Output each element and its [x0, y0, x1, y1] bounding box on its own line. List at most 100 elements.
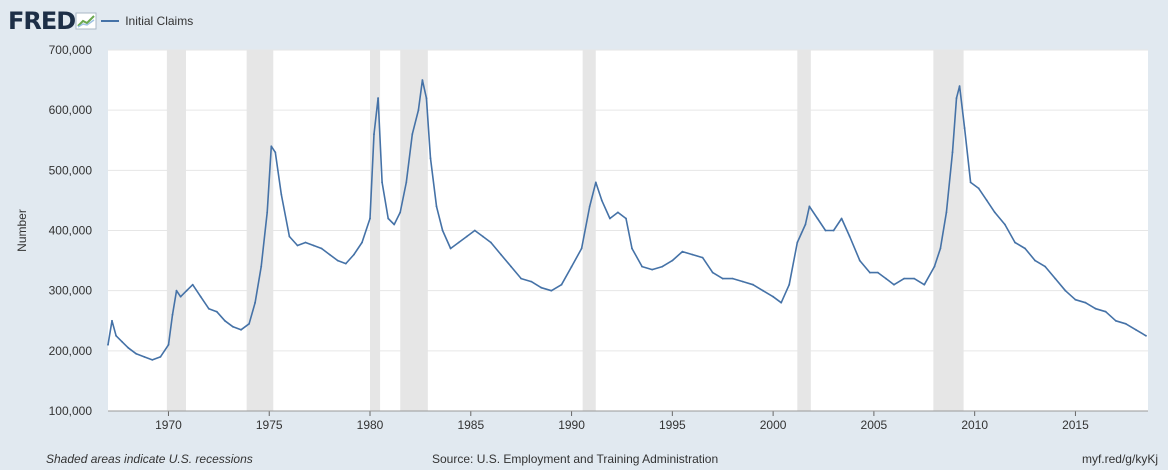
data-point	[804, 223, 807, 226]
data-point	[328, 253, 331, 256]
y-tick-label: 700,000	[49, 43, 93, 57]
data-point	[361, 241, 363, 244]
data-point	[320, 247, 323, 250]
data-point	[107, 343, 109, 346]
data-point	[520, 277, 523, 280]
data-point	[304, 241, 307, 244]
data-point	[641, 265, 643, 268]
data-point	[135, 352, 138, 355]
data-point	[425, 97, 428, 99]
data-point	[969, 181, 972, 184]
data-point	[796, 241, 799, 244]
x-tick-label: 1970	[155, 418, 182, 432]
graph-icon	[75, 12, 97, 30]
x-tick-label: 1980	[357, 418, 384, 432]
data-point	[175, 289, 178, 292]
legend[interactable]: Initial Claims	[101, 14, 193, 28]
data-point	[858, 259, 861, 262]
data-point	[913, 277, 916, 280]
data-point	[691, 253, 694, 256]
data-point	[625, 217, 627, 220]
data-point	[266, 211, 269, 214]
data-point	[1034, 259, 1036, 262]
data-point	[465, 235, 468, 238]
data-point	[127, 346, 130, 349]
data-point	[435, 205, 438, 208]
data-point	[254, 301, 256, 304]
data-point	[600, 199, 603, 202]
data-point	[840, 217, 843, 220]
data-point	[762, 289, 764, 292]
data-point	[373, 133, 375, 136]
data-point	[224, 319, 226, 322]
data-point	[393, 223, 396, 226]
data-point	[411, 133, 414, 136]
data-point	[121, 340, 123, 343]
data-point	[772, 295, 774, 298]
chart-header: FRED Initial Claims	[8, 6, 193, 36]
data-point	[1145, 334, 1147, 337]
chart-area[interactable]: 100,000 200,000 300,000 400,000 500,000 600,0…	[0, 38, 1168, 443]
data-point	[171, 313, 174, 316]
data-point	[1104, 310, 1107, 313]
data-point	[731, 277, 734, 280]
data-point	[207, 307, 210, 310]
data-point	[977, 187, 980, 190]
data-point	[550, 289, 553, 292]
data-point	[232, 325, 234, 328]
data-point	[151, 359, 154, 361]
legend-label: Initial Claims	[125, 14, 194, 28]
data-point	[441, 229, 444, 232]
data-point	[288, 235, 291, 238]
data-point	[500, 253, 502, 256]
data-point	[280, 193, 283, 196]
data-point	[344, 262, 347, 265]
data-point	[588, 205, 591, 208]
data-point	[377, 97, 379, 99]
y-tick-label: 300,000	[49, 284, 93, 298]
data-point	[115, 334, 117, 337]
data-point	[701, 256, 704, 259]
data-point	[510, 265, 512, 268]
data-point	[260, 265, 263, 268]
data-point	[1024, 247, 1026, 250]
data-point	[1014, 241, 1016, 244]
legend-swatch	[101, 20, 120, 22]
fred-logo-text: FRED	[8, 7, 76, 35]
data-point	[848, 235, 851, 238]
data-point	[617, 211, 619, 214]
data-point	[215, 310, 218, 313]
data-point	[167, 343, 170, 346]
data-point	[877, 271, 879, 274]
data-point	[270, 145, 273, 148]
x-tick-label: 1990	[558, 418, 585, 432]
data-point	[570, 265, 573, 268]
data-point	[609, 217, 611, 220]
data-point	[721, 277, 724, 280]
data-point	[449, 247, 452, 250]
data-point	[191, 283, 194, 286]
data-point	[473, 229, 476, 232]
data-point	[274, 151, 277, 154]
fred-logo[interactable]: FRED	[8, 7, 97, 35]
data-point	[923, 283, 926, 286]
data-point	[1114, 319, 1117, 322]
data-point	[951, 151, 954, 154]
data-point	[933, 265, 936, 268]
x-tick-label: 1975	[256, 418, 283, 432]
data-point	[580, 247, 583, 250]
data-point	[417, 109, 420, 112]
data-point	[885, 277, 887, 280]
data-point	[336, 259, 339, 262]
data-point	[399, 211, 402, 214]
data-point	[752, 283, 754, 286]
data-point	[958, 85, 961, 87]
x-tick-label: 2000	[760, 418, 787, 432]
data-point	[903, 277, 905, 280]
data-point	[312, 244, 315, 247]
y-tick-label: 100,000	[49, 404, 93, 418]
data-point	[1094, 307, 1097, 310]
data-point	[832, 229, 835, 232]
short-link[interactable]: myf.red/g/kyKj	[1081, 452, 1158, 466]
chart-svg[interactable]: 100,000 200,000 300,000 400,000 500,000 600,0…	[0, 38, 1168, 438]
